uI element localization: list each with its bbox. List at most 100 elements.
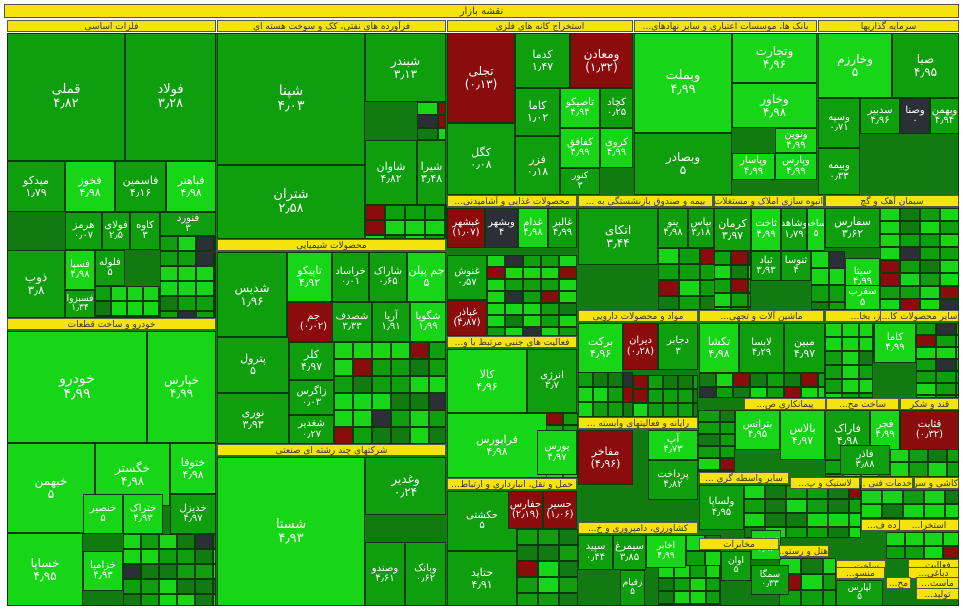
small-stock-tile[interactable] (405, 205, 425, 220)
stock-tile[interactable]: کنور ۳ (560, 168, 600, 195)
small-stock-tile[interactable] (417, 102, 438, 115)
small-stock-tile[interactable] (658, 248, 679, 264)
small-stock-tile[interactable] (658, 604, 674, 606)
small-stock-tile[interactable] (372, 427, 391, 444)
small-stock-tile[interactable] (750, 387, 767, 398)
small-stock-tile[interactable] (807, 513, 828, 527)
small-stock-tile[interactable] (674, 578, 690, 591)
small-stock-tile[interactable] (880, 234, 900, 247)
small-stock-tile[interactable] (801, 373, 818, 387)
stock-tile[interactable]: ینو ۴٫۹۸ (658, 208, 688, 248)
small-stock-tile[interactable] (365, 235, 385, 239)
small-stock-tile[interactable] (214, 311, 216, 318)
small-stock-tile[interactable] (825, 474, 843, 477)
small-stock-tile[interactable] (690, 565, 706, 578)
small-stock-tile[interactable] (828, 499, 849, 513)
small-stock-tile[interactable] (801, 574, 823, 590)
small-stock-tile[interactable] (429, 376, 446, 393)
small-stock-tile[interactable] (829, 302, 845, 310)
small-stock-tile[interactable] (940, 234, 959, 247)
small-stock-tile[interactable] (679, 264, 700, 280)
small-stock-tile[interactable] (924, 532, 943, 546)
small-stock-tile[interactable] (956, 347, 959, 359)
small-stock-tile[interactable] (195, 564, 213, 579)
small-stock-tile[interactable] (731, 307, 748, 310)
stock-tile[interactable]: کفافق ۴٫۹۹ (560, 128, 600, 168)
stock-tile[interactable]: کگل ۰٫۰۸ (447, 123, 515, 195)
stock-tile[interactable]: شگویا ۱٫۹۹ (410, 302, 446, 342)
small-stock-tile[interactable] (429, 427, 446, 444)
small-stock-tile[interactable] (690, 591, 706, 604)
small-stock-tile[interactable] (825, 365, 842, 379)
small-stock-tile[interactable] (633, 375, 648, 389)
stock-tile[interactable]: یورس ۴٫۹۷ (537, 430, 577, 475)
small-stock-tile[interactable] (141, 579, 159, 594)
stock-tile[interactable]: مبین ۴٫۹۷ (784, 323, 825, 373)
small-stock-tile[interactable] (559, 291, 577, 303)
stock-tile[interactable]: قملی ۴٫۸۲ (7, 33, 125, 161)
stock-tile[interactable]: دیران (۰٫۲۸) (623, 323, 658, 370)
small-stock-tile[interactable] (429, 359, 446, 376)
stock-tile[interactable]: فاذر ۳٫۸۸ (840, 445, 890, 475)
small-stock-tile[interactable] (541, 303, 559, 315)
small-stock-tile[interactable] (905, 532, 924, 546)
stock-tile[interactable]: تاصیکو ۴٫۹۴ (560, 88, 600, 128)
stock-tile[interactable]: وبملت ۴٫۹۹ (634, 33, 732, 133)
small-stock-tile[interactable] (825, 393, 842, 398)
small-stock-tile[interactable] (178, 281, 196, 296)
small-stock-tile[interactable] (372, 410, 391, 427)
small-stock-tile[interactable] (720, 410, 735, 422)
stock-tile[interactable]: خراساد ۰٫۰۱ (332, 252, 369, 302)
small-stock-tile[interactable] (160, 251, 178, 266)
stock-tile[interactable]: شدیس ۱٫۹۶ (217, 252, 287, 337)
small-stock-tile[interactable] (623, 372, 633, 387)
small-stock-tile[interactable] (829, 285, 845, 302)
small-stock-tile[interactable] (505, 303, 523, 315)
stock-tile[interactable]: کاما ۴٫۹۹ (874, 323, 916, 363)
small-stock-tile[interactable] (559, 529, 578, 545)
stock-tile[interactable]: شبندر ۳٫۱۳ (365, 33, 446, 102)
small-stock-tile[interactable] (825, 379, 842, 393)
small-stock-tile[interactable] (842, 337, 859, 351)
small-stock-tile[interactable] (663, 389, 678, 403)
small-stock-tile[interactable] (487, 291, 505, 303)
small-stock-tile[interactable] (714, 293, 731, 307)
small-stock-tile[interactable] (786, 527, 807, 538)
stock-tile[interactable]: وشاهد ۱٫۷۹ (781, 208, 807, 251)
small-stock-tile[interactable] (593, 387, 608, 402)
small-stock-tile[interactable] (541, 315, 559, 327)
small-stock-tile[interactable] (111, 301, 127, 316)
stock-tile[interactable]: فاسمین ۴٫۱۶ (115, 161, 166, 212)
stock-tile[interactable]: وسپه ۰٫۷۱ (818, 98, 860, 148)
small-stock-tile[interactable] (141, 564, 159, 579)
small-stock-tile[interactable] (545, 413, 563, 425)
small-stock-tile[interactable] (886, 546, 905, 559)
small-stock-tile[interactable] (523, 279, 541, 291)
small-stock-tile[interactable] (385, 220, 405, 235)
small-stock-tile[interactable] (391, 410, 410, 427)
small-stock-tile[interactable] (214, 236, 216, 251)
small-stock-tile[interactable] (859, 351, 873, 365)
small-stock-tile[interactable] (523, 291, 541, 303)
stock-tile[interactable]: وغدیر ۰٫۲۴ (365, 457, 446, 515)
small-stock-tile[interactable] (177, 549, 195, 564)
small-stock-tile[interactable] (541, 327, 559, 336)
stock-tile[interactable]: فسپا ۴٫۹۸ (65, 250, 95, 290)
small-stock-tile[interactable] (95, 316, 111, 318)
small-stock-tile[interactable] (714, 265, 731, 279)
small-stock-tile[interactable] (940, 208, 959, 221)
small-stock-tile[interactable] (920, 273, 940, 286)
small-stock-tile[interactable] (487, 315, 505, 327)
small-stock-tile[interactable] (143, 316, 159, 318)
small-stock-tile[interactable] (143, 286, 159, 301)
small-stock-tile[interactable] (178, 236, 196, 251)
small-stock-tile[interactable] (213, 594, 216, 606)
stock-tile[interactable]: انرژی ۳٫۷ (527, 349, 577, 413)
small-stock-tile[interactable] (159, 316, 161, 318)
stock-tile[interactable]: آپ ۴٫۷۳ (648, 430, 698, 460)
stock-tile[interactable]: ثنوسا ۴ (781, 251, 811, 281)
small-stock-tile[interactable] (916, 335, 936, 347)
small-stock-tile[interactable] (523, 255, 541, 267)
small-stock-tile[interactable] (900, 260, 920, 273)
small-stock-tile[interactable] (748, 307, 751, 310)
